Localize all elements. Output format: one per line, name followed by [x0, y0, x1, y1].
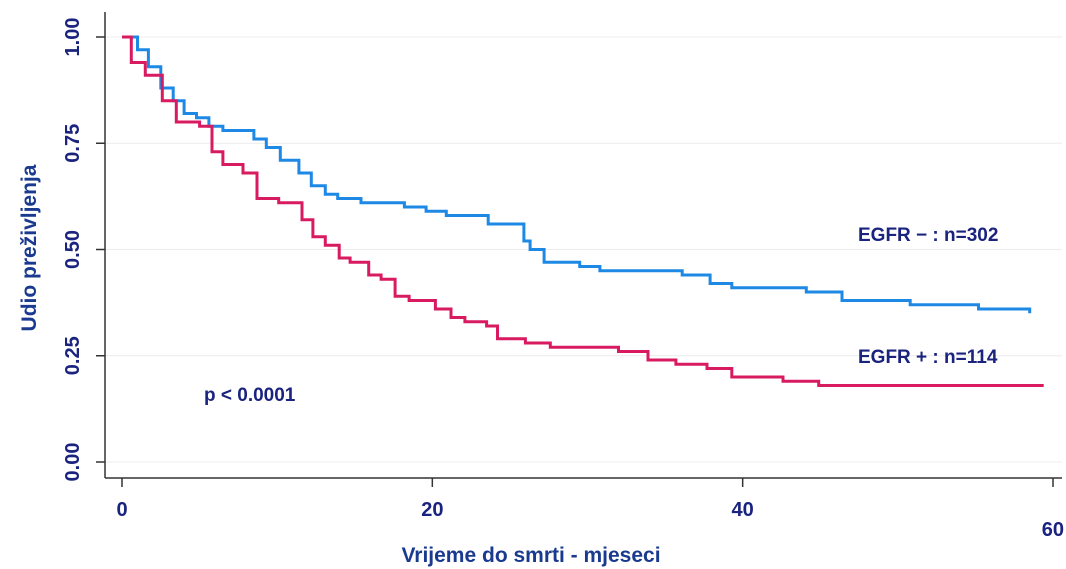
y-tick-label: 0.00: [62, 443, 84, 482]
y-tick-label: 0.75: [62, 124, 84, 163]
grid-lines: [105, 36, 1062, 463]
x-tick-label: 0: [116, 499, 127, 521]
y-tick-label: 0.25: [62, 336, 84, 375]
series: [122, 35, 1044, 387]
x-tick-label: 40: [732, 499, 754, 521]
x-tick-label: 20: [421, 499, 443, 521]
x-tick-label: 60: [1042, 519, 1064, 541]
y-tick-label: 0.50: [62, 230, 84, 269]
series-line-egfr-positive: [122, 35, 1044, 387]
legend-label-egfr-positive: EGFR + : n=114: [858, 347, 998, 368]
axes: [104, 12, 1062, 479]
p-value-annotation: p < 0.0001: [204, 385, 296, 406]
y-tick-label: 1.00: [62, 18, 84, 57]
y-axis-title: Udio preživljenja: [18, 164, 41, 331]
series-line-egfr-negative: [122, 35, 1032, 314]
x-axis-title: Vrijeme do smrti - mjeseci: [401, 544, 660, 567]
legend-label-egfr-negative: EGFR − : n=302: [858, 225, 998, 246]
ticks: 0.00 0.25 0.50 0.75 1.00 0 20 40 60: [62, 18, 1064, 541]
